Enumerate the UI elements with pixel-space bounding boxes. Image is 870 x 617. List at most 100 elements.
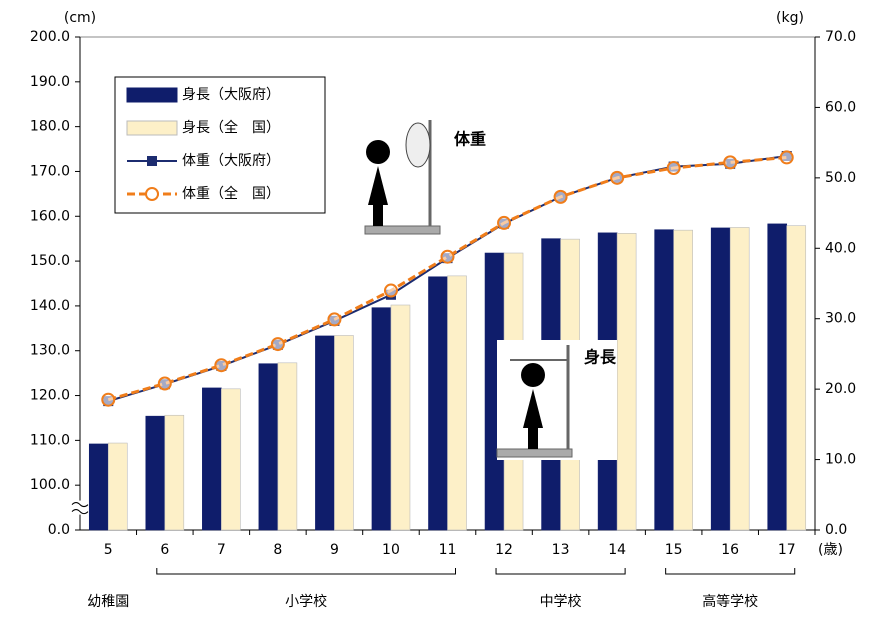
y-tick-label: 120.0 (30, 388, 70, 404)
axis-break (72, 500, 86, 515)
stadiometer-base (496, 448, 573, 458)
marker (101, 392, 116, 407)
marker (497, 215, 512, 230)
bar (221, 388, 241, 531)
x-tick-label: 15 (665, 542, 683, 558)
group-bracket (665, 568, 796, 575)
y-tick-label: 140.0 (30, 298, 70, 314)
bar (277, 362, 298, 531)
y-tick-label: 200.0 (30, 29, 70, 45)
x-tick-label: 7 (217, 542, 226, 558)
bar (202, 387, 222, 531)
bar (673, 229, 693, 531)
x-tick-label: 9 (330, 542, 339, 558)
bar (315, 335, 335, 531)
marker (666, 160, 681, 175)
bar (616, 233, 637, 531)
x-tick-label: 13 (552, 542, 570, 558)
bar (258, 363, 279, 531)
marker (440, 249, 455, 264)
scale-dial (405, 122, 431, 168)
bar (786, 225, 807, 531)
person-head (521, 363, 545, 387)
y2-tick-label: 20.0 (825, 381, 856, 397)
bar (447, 275, 467, 531)
group-label: 小学校 (285, 593, 327, 610)
person-legs (373, 200, 383, 226)
annotation: 体重 (454, 130, 486, 149)
y-tick-label: 0.0 (48, 522, 70, 538)
x-tick-label: 6 (160, 542, 169, 558)
y-tick-label: 100.0 (30, 477, 70, 493)
legend: 身長（大阪府） 身長（全 国） 体重（大阪府） 体重（全 国） (114, 76, 326, 214)
y2-axis-label: (kg) (776, 10, 804, 26)
x-tick-label: 12 (495, 542, 513, 558)
y-tick-label: 170.0 (30, 163, 70, 179)
y2-tick-label: 50.0 (825, 170, 856, 186)
bar (334, 335, 354, 531)
y-tick-label: 110.0 (30, 432, 70, 448)
x-tick-label: 10 (382, 542, 400, 558)
group-bracket (495, 568, 626, 575)
y-tick-label: 130.0 (30, 343, 70, 359)
legend-swatch (126, 120, 178, 136)
legend-swatch (126, 87, 178, 103)
x-tick-label: 11 (439, 542, 457, 558)
y-axis-label: (cm) (64, 10, 96, 26)
group-bracket (156, 568, 456, 575)
person-head (366, 140, 390, 164)
y2-tick-label: 60.0 (825, 99, 856, 115)
y2-tick-label: 70.0 (825, 29, 856, 45)
x-unit: (歳) (818, 542, 843, 558)
y-tick-label: 180.0 (30, 119, 70, 135)
group-label: 高等学校 (702, 593, 758, 610)
x-tick-label: 8 (273, 542, 282, 558)
legend-label: 体重（大阪府） (182, 153, 280, 169)
bar (767, 223, 788, 531)
legend-marker (145, 187, 159, 201)
legend-label: 身長（大阪府） (182, 87, 280, 103)
marker (270, 337, 285, 352)
y-tick-label: 160.0 (30, 208, 70, 224)
scale-base (364, 225, 441, 235)
marker (214, 358, 229, 373)
bar (654, 229, 674, 531)
y2-tick-label: 0.0 (825, 522, 847, 538)
x-tick-label: 5 (104, 542, 113, 558)
group-label: 中学校 (540, 593, 582, 610)
marker (383, 283, 398, 298)
x-tick-label: 16 (721, 542, 739, 558)
marker (779, 150, 794, 165)
bar (428, 276, 448, 531)
bar (729, 227, 750, 531)
x-tick-label: 17 (778, 542, 796, 558)
legend-marker (147, 156, 157, 166)
person-body (523, 389, 543, 428)
person-body (368, 166, 388, 205)
bar (145, 415, 166, 531)
marker (723, 155, 738, 170)
group-label: 幼稚園 (87, 594, 129, 610)
bar (710, 227, 731, 531)
y2-tick-label: 30.0 (825, 311, 856, 327)
bar (371, 307, 392, 531)
y-tick-label: 150.0 (30, 253, 70, 269)
legend-label: 身長（全 国） (182, 119, 280, 136)
legend-label: 体重（全 国） (182, 185, 280, 202)
illustrations: 体重 身長 (364, 120, 617, 460)
y2-tick-label: 10.0 (825, 452, 856, 468)
bar (164, 414, 185, 531)
person-legs (528, 423, 538, 449)
y2-tick-label: 40.0 (825, 240, 856, 256)
marker (553, 189, 568, 204)
bar (88, 443, 109, 531)
axis-break (71, 502, 89, 515)
y-tick-label: 190.0 (30, 74, 70, 90)
annotation: 身長 (584, 348, 617, 367)
x-tick-label: 14 (608, 542, 626, 558)
marker (327, 312, 342, 327)
marker (610, 170, 625, 185)
bar (107, 442, 128, 531)
marker (157, 376, 172, 391)
